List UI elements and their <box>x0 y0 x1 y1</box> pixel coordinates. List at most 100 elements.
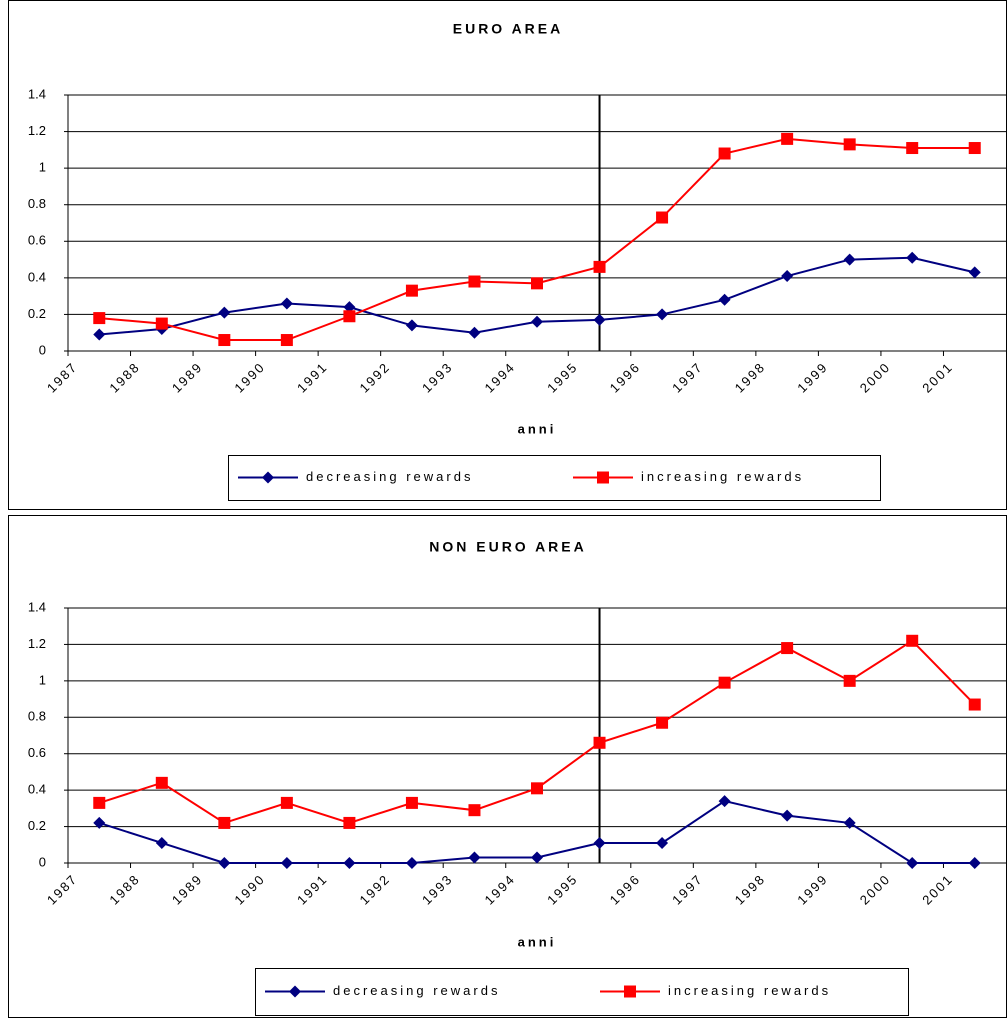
x-tick-label: 1994 <box>482 871 519 908</box>
marker <box>968 698 981 711</box>
y-tick-label: 0.2 <box>28 818 46 833</box>
marker <box>218 857 231 869</box>
marker <box>597 471 609 484</box>
marker <box>906 142 919 155</box>
marker <box>593 313 606 326</box>
marker <box>656 836 669 849</box>
x-tick-label: 1993 <box>419 359 456 396</box>
legend-box <box>228 455 881 501</box>
marker <box>218 306 231 319</box>
chart-frame <box>8 0 1007 510</box>
marker <box>405 857 418 869</box>
marker <box>531 277 543 290</box>
marker <box>289 985 301 998</box>
marker <box>718 293 731 306</box>
y-tick-label: 1.4 <box>28 599 46 614</box>
x-tick-label: 1987 <box>44 871 81 908</box>
marker <box>405 796 418 809</box>
legend-label: decreasing rewards <box>306 469 473 484</box>
marker <box>656 716 669 729</box>
x-tick-label: 1991 <box>294 871 331 908</box>
x-tick-label: 1994 <box>482 359 519 396</box>
marker <box>405 319 418 332</box>
marker <box>468 275 481 288</box>
marker <box>468 326 481 339</box>
marker <box>343 816 356 829</box>
marker <box>781 642 794 655</box>
marker <box>656 211 669 224</box>
marker <box>468 851 481 864</box>
y-tick-label: 0.4 <box>28 782 46 797</box>
y-tick-label: 0.4 <box>28 269 46 284</box>
marker <box>718 147 731 160</box>
legend-label: increasing rewards <box>641 469 804 484</box>
x-tick-label: 1988 <box>106 871 143 908</box>
marker <box>93 312 106 325</box>
x-tick-label: 1992 <box>357 359 394 396</box>
y-tick-label: 0.8 <box>28 709 46 724</box>
y-tick-label: 1.4 <box>28 86 46 101</box>
x-tick-label: 1987 <box>44 359 81 396</box>
x-tick-label: 1997 <box>669 871 706 908</box>
marker <box>155 776 168 789</box>
x-tick-label: 1995 <box>544 359 581 396</box>
series-line <box>98 639 976 825</box>
y-tick-label: 1 <box>39 672 46 687</box>
marker <box>781 270 794 283</box>
marker <box>93 796 106 809</box>
marker <box>906 251 919 264</box>
marker <box>280 796 293 809</box>
x-tick-label: 2001 <box>919 871 956 908</box>
x-tick-label: 1999 <box>794 871 831 908</box>
x-tick-label: 1988 <box>106 359 143 396</box>
y-tick-label: 0 <box>39 854 46 869</box>
legend-label: decreasing rewards <box>333 983 500 998</box>
marker <box>262 471 274 484</box>
marker <box>280 297 293 310</box>
marker <box>531 782 543 795</box>
marker <box>624 985 636 998</box>
marker <box>343 301 356 314</box>
y-tick-label: 0.8 <box>28 196 46 211</box>
marker <box>781 132 794 145</box>
marker <box>968 266 981 279</box>
marker <box>718 676 731 689</box>
x-tick-label: 1990 <box>231 359 268 396</box>
marker <box>843 138 856 151</box>
marker <box>906 857 919 869</box>
marker <box>468 804 481 817</box>
x-tick-label: 1996 <box>607 871 644 908</box>
marker <box>843 253 856 266</box>
x-tick-label: 1995 <box>544 871 581 908</box>
y-tick-label: 1.2 <box>28 123 46 138</box>
marker <box>343 310 356 323</box>
x-tick-label: 1996 <box>607 359 644 396</box>
marker <box>718 795 731 808</box>
x-tick-label: 1999 <box>794 359 831 396</box>
marker <box>93 816 106 829</box>
legend-label: increasing rewards <box>668 983 831 998</box>
y-tick-label: 1.2 <box>28 636 46 651</box>
series-line <box>99 137 975 342</box>
marker <box>968 857 981 869</box>
x-tick-label: 1993 <box>419 871 456 908</box>
marker <box>843 674 856 687</box>
x-axis-title: anni <box>518 421 557 436</box>
x-tick-label: 2000 <box>857 359 894 396</box>
x-tick-label: 2000 <box>857 871 894 908</box>
y-tick-label: 0.6 <box>28 745 46 760</box>
marker <box>280 857 293 869</box>
marker <box>593 836 606 849</box>
marker <box>968 142 981 155</box>
chart-title: NON EURO AREA <box>429 539 587 555</box>
marker <box>218 334 231 347</box>
chart-title: EURO AREA <box>453 21 564 37</box>
marker <box>218 816 231 829</box>
marker <box>593 736 606 749</box>
marker <box>93 328 106 341</box>
marker <box>531 315 543 328</box>
y-tick-label: 0.6 <box>28 233 46 248</box>
marker <box>906 634 919 647</box>
x-tick-label: 2001 <box>919 359 956 396</box>
